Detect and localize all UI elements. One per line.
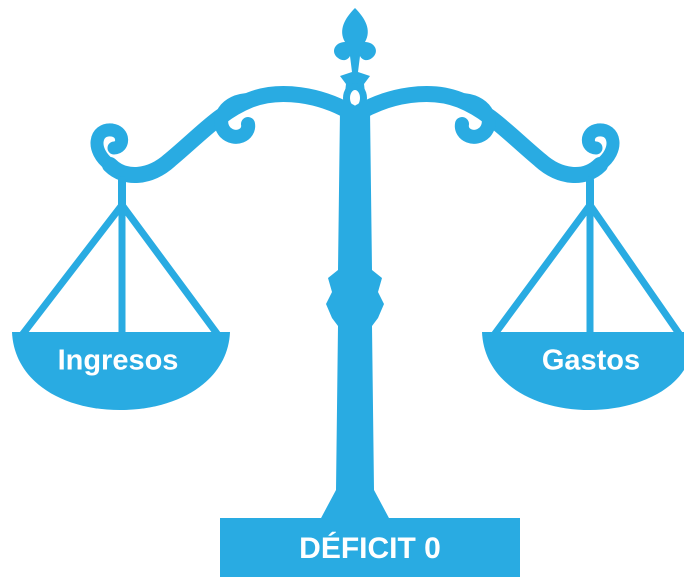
right-pan-label: Gastos xyxy=(542,345,640,377)
base-label: DÉFICIT 0 xyxy=(299,531,441,565)
left-pan-label: Ingresos xyxy=(58,345,179,377)
balance-scale: Ingresos Gastos DÉFICIT 0 xyxy=(0,0,684,577)
scale-drawing xyxy=(12,8,684,577)
